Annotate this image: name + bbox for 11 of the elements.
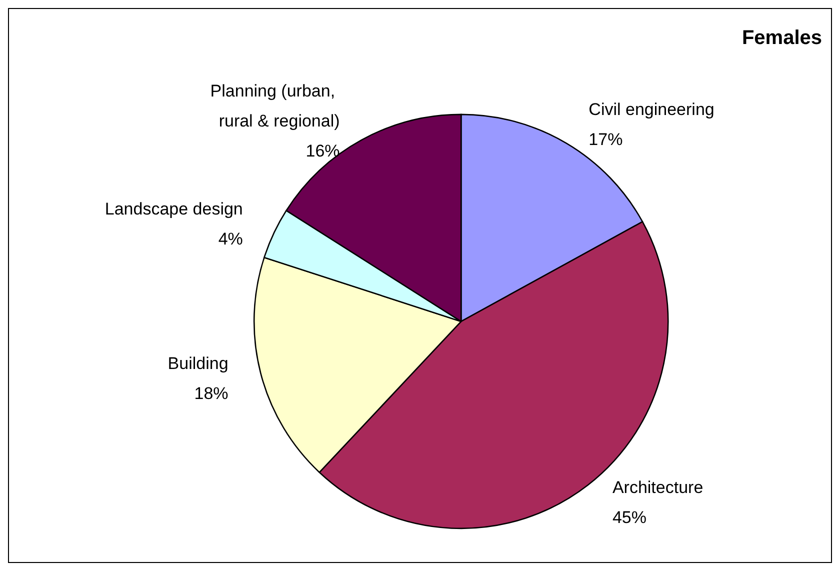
data-label: 16%: [306, 141, 340, 160]
data-label: 17%: [588, 130, 623, 149]
data-label: 45%: [612, 508, 646, 527]
slice-label: Architecture: [612, 478, 704, 497]
data-label: 18%: [194, 384, 228, 403]
slice-label: Civil engineering: [588, 100, 714, 119]
text: Females: [742, 27, 822, 49]
slice-label: Building: [168, 354, 228, 373]
data-label: 4%: [218, 229, 243, 248]
slice-label: Landscape design: [104, 199, 243, 218]
slice-label: Planning (urban, rural & regional): [210, 81, 340, 130]
